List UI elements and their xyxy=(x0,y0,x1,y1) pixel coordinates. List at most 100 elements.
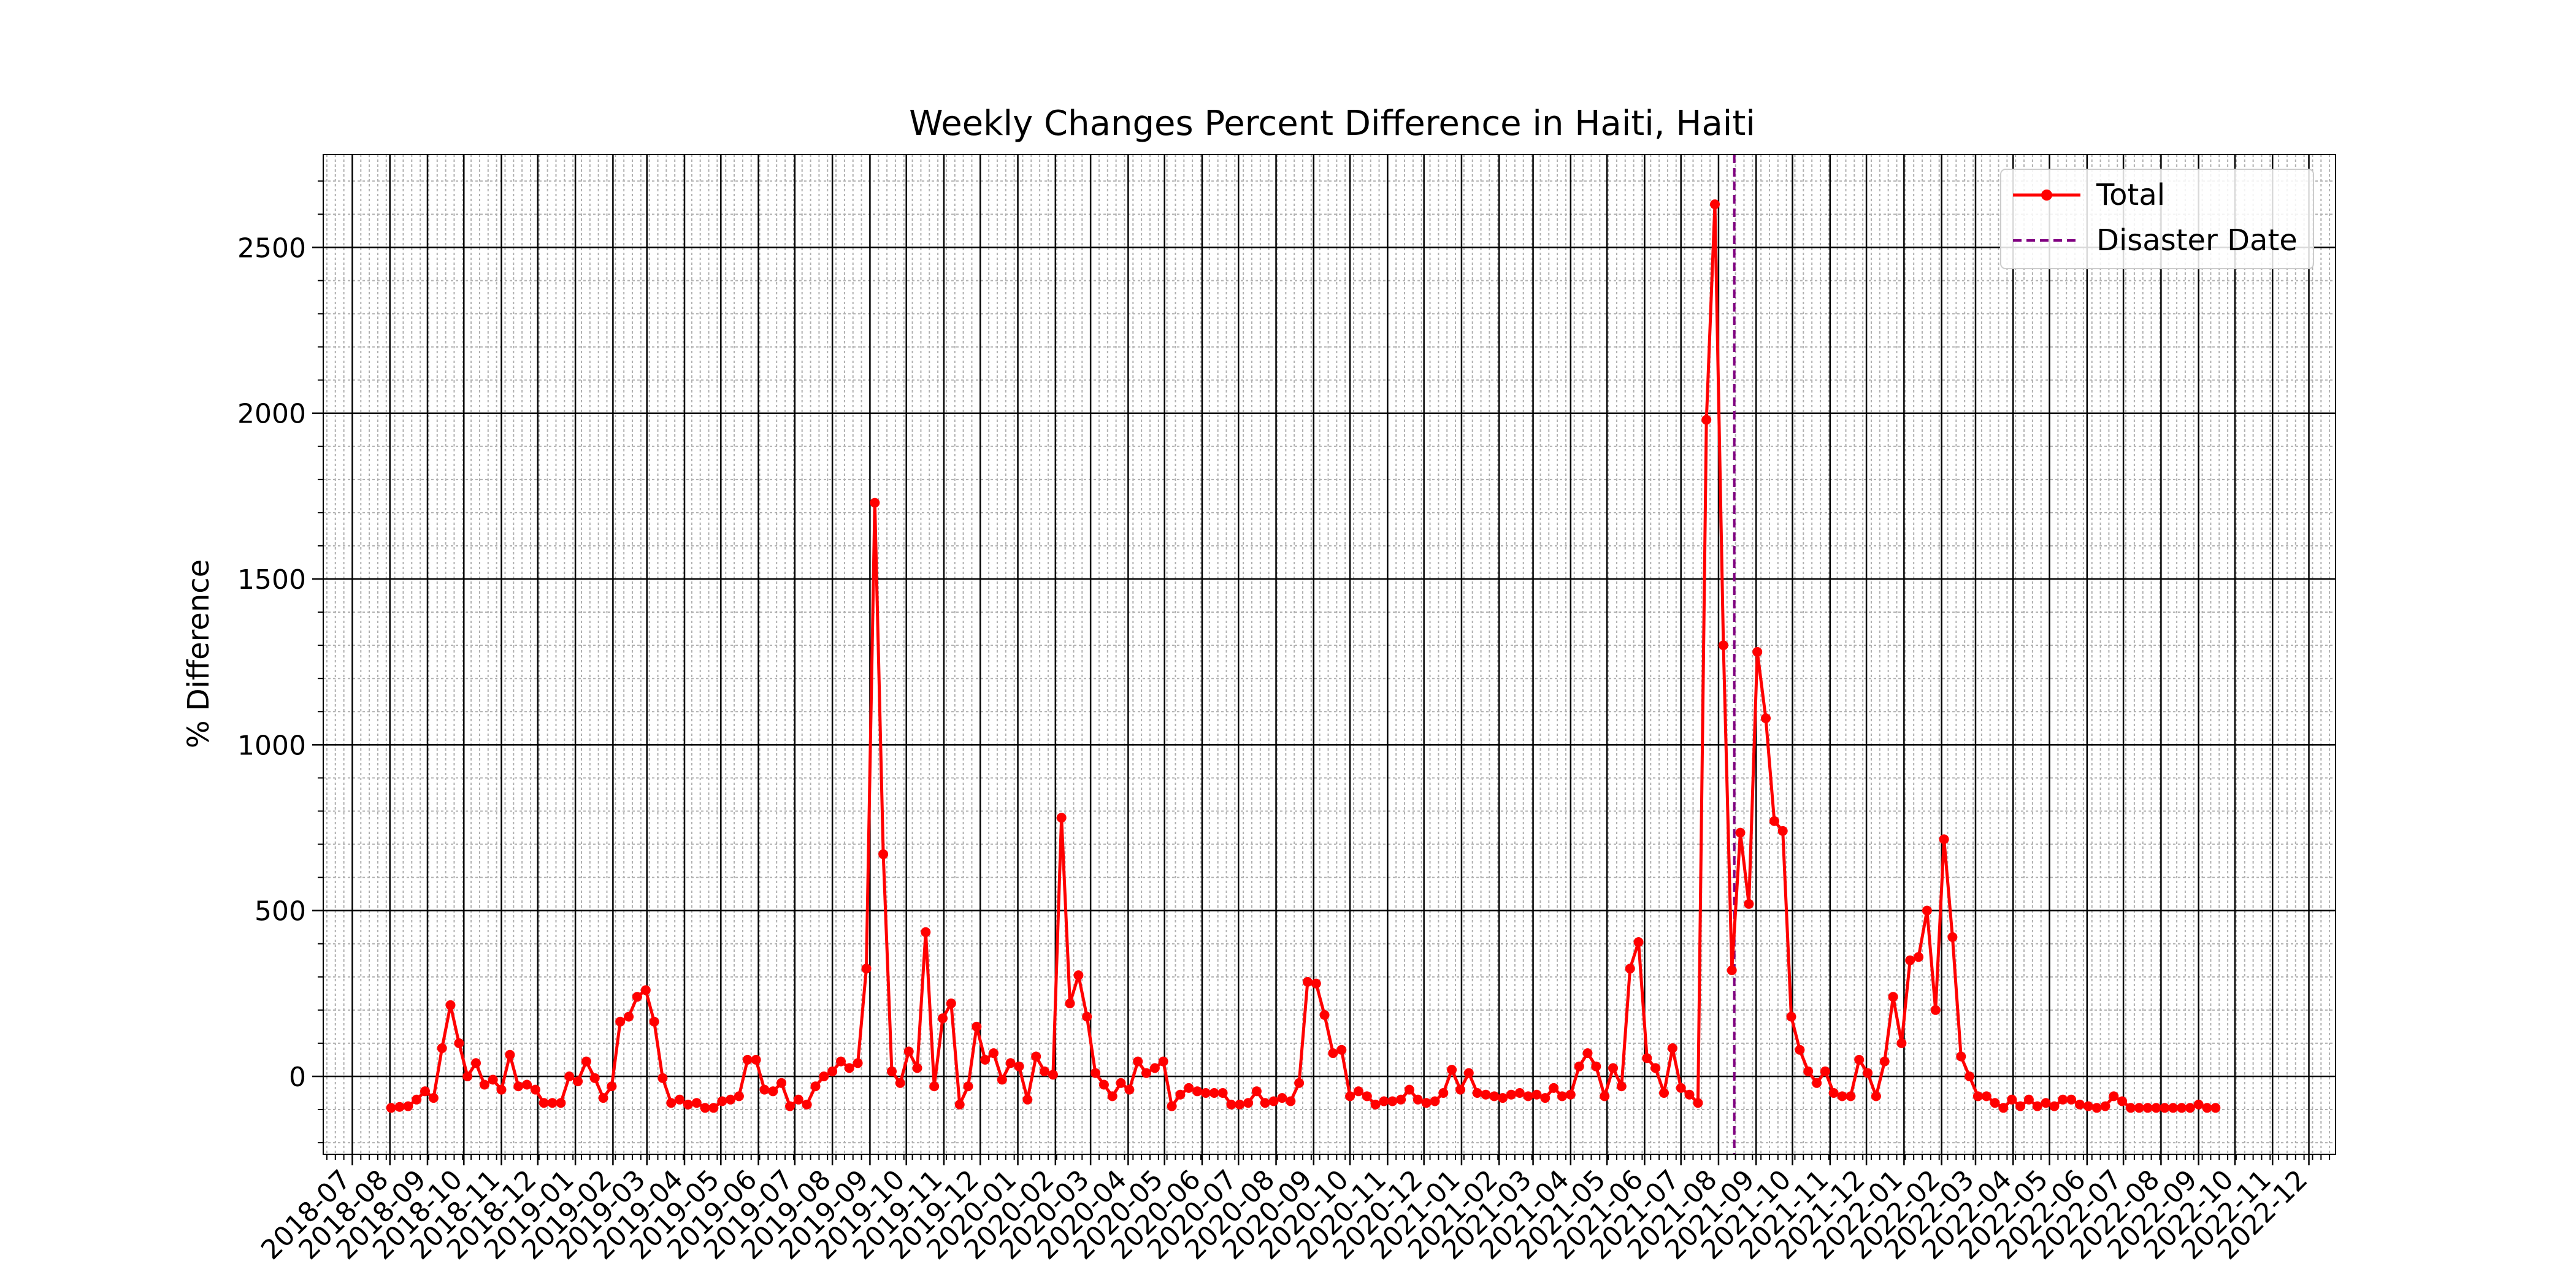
data-point xyxy=(1506,1089,1516,1100)
data-point xyxy=(1786,1011,1796,1022)
data-point xyxy=(1871,1091,1881,1102)
data-point xyxy=(1472,1088,1482,1098)
data-point xyxy=(556,1098,566,1108)
data-point xyxy=(462,1071,473,1081)
data-point xyxy=(1888,992,1898,1002)
data-point xyxy=(2177,1103,2187,1113)
data-point xyxy=(2049,1101,2060,1111)
data-point xyxy=(785,1101,795,1111)
data-point xyxy=(1362,1091,1372,1102)
data-point xyxy=(1014,1061,1024,1071)
data-point xyxy=(734,1091,744,1102)
data-point xyxy=(802,1099,812,1110)
data-point xyxy=(691,1098,702,1108)
data-point xyxy=(1098,1079,1109,1090)
data-point xyxy=(2193,1099,2204,1110)
data-point xyxy=(1209,1088,1219,1098)
data-point xyxy=(1549,1083,1559,1093)
data-point xyxy=(2058,1094,2068,1105)
data-point xyxy=(1184,1083,1194,1093)
data-point xyxy=(445,1000,456,1010)
data-point xyxy=(1379,1096,1389,1106)
data-point xyxy=(819,1071,829,1081)
data-point xyxy=(946,999,956,1008)
data-point xyxy=(1438,1088,1449,1098)
data-point xyxy=(853,1058,863,1068)
data-point xyxy=(1353,1086,1363,1097)
data-point xyxy=(454,1038,464,1048)
data-point xyxy=(1616,1081,1627,1092)
data-point xyxy=(1914,952,1924,962)
data-point xyxy=(1795,1045,1805,1055)
data-point xyxy=(1294,1078,1305,1088)
data-point xyxy=(1396,1094,1406,1105)
data-point xyxy=(1523,1091,1533,1102)
data-point xyxy=(1149,1063,1160,1073)
data-point xyxy=(640,985,651,995)
data-point xyxy=(2142,1103,2153,1113)
data-point xyxy=(972,1021,982,1032)
data-point xyxy=(1463,1068,1474,1078)
data-point xyxy=(1022,1094,1033,1105)
data-point xyxy=(386,1103,396,1113)
data-point xyxy=(1718,640,1728,651)
data-point xyxy=(2041,1098,2051,1108)
legend-marker-total-icon xyxy=(2041,190,2052,201)
data-point xyxy=(1828,1088,1839,1098)
data-point xyxy=(751,1054,761,1065)
data-point xyxy=(1235,1099,1245,1110)
data-point xyxy=(1744,899,1754,909)
data-point xyxy=(963,1081,973,1092)
data-point xyxy=(2032,1101,2042,1111)
data-point xyxy=(1939,834,1949,845)
data-point xyxy=(1812,1078,1822,1088)
data-point xyxy=(1091,1068,1100,1078)
data-point xyxy=(2100,1101,2110,1111)
data-point xyxy=(1769,816,1779,826)
data-point xyxy=(666,1098,677,1108)
data-point xyxy=(479,1079,489,1090)
data-point xyxy=(394,1102,405,1112)
data-point xyxy=(759,1084,770,1095)
data-point xyxy=(488,1075,498,1085)
data-point xyxy=(1031,1051,1041,1062)
data-point xyxy=(428,1093,439,1103)
data-point xyxy=(1107,1091,1117,1102)
data-point xyxy=(598,1093,608,1103)
data-point xyxy=(1404,1084,1414,1095)
data-point xyxy=(607,1081,617,1092)
y-tick-label: 1500 xyxy=(237,564,306,596)
data-point xyxy=(726,1094,736,1105)
data-point xyxy=(1421,1098,1432,1108)
data-point xyxy=(1930,1005,1941,1015)
data-point xyxy=(657,1073,668,1083)
data-point xyxy=(1328,1048,1338,1059)
data-point xyxy=(827,1066,838,1076)
major-grid xyxy=(323,155,2336,1154)
data-point xyxy=(1879,1056,1890,1067)
data-point xyxy=(2202,1103,2212,1113)
data-point xyxy=(1048,1070,1058,1080)
data-point xyxy=(1498,1093,1508,1103)
data-point xyxy=(1752,646,1763,657)
data-point xyxy=(683,1099,693,1110)
data-point xyxy=(708,1103,719,1113)
data-point xyxy=(2151,1103,2161,1113)
data-point xyxy=(1243,1098,1254,1108)
data-point xyxy=(2083,1101,2093,1111)
axis-ticks xyxy=(312,180,2331,1165)
data-point xyxy=(1133,1056,1143,1067)
data-point xyxy=(895,1078,905,1088)
data-point xyxy=(1175,1089,1186,1100)
data-point xyxy=(1846,1091,1856,1102)
data-point xyxy=(2168,1103,2179,1113)
data-point xyxy=(1710,199,1720,210)
minor-grid xyxy=(323,155,2336,1154)
data-point xyxy=(1192,1086,1203,1097)
data-point xyxy=(675,1094,685,1105)
data-point xyxy=(1922,905,1932,916)
data-point xyxy=(1413,1094,1423,1105)
data-point xyxy=(1582,1048,1593,1059)
data-point xyxy=(1370,1099,1381,1110)
data-point xyxy=(1608,1063,1618,1073)
